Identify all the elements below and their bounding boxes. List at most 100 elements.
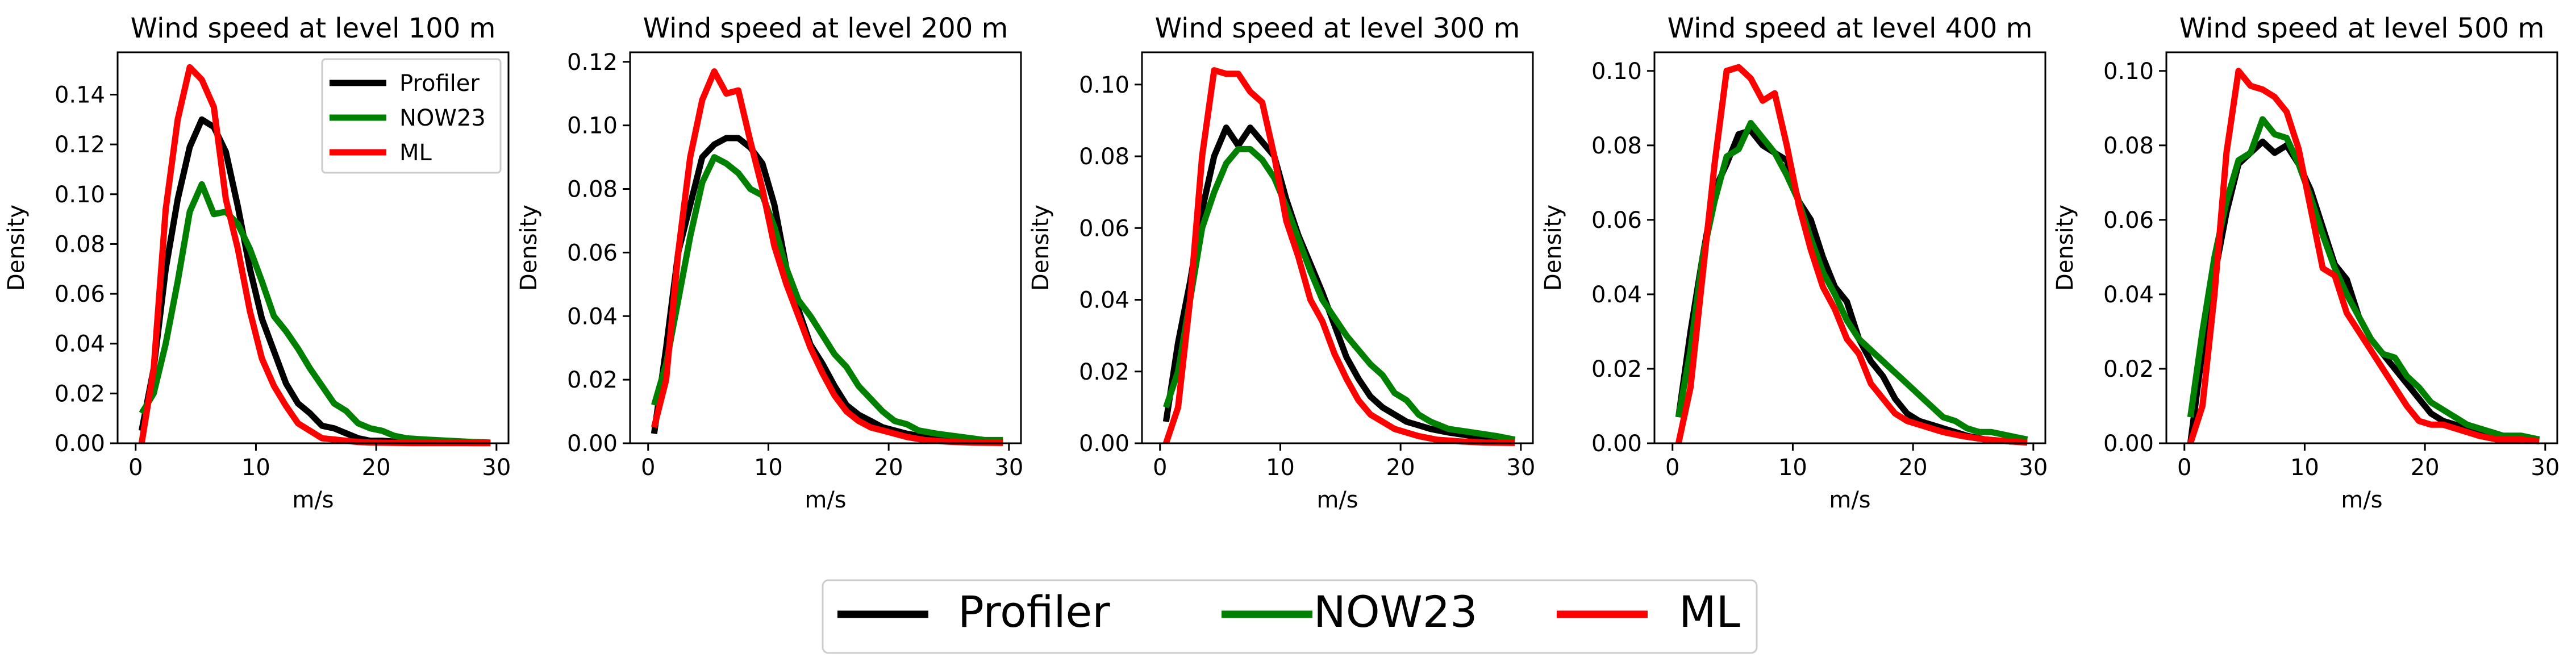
x-tick-label: 20 bbox=[874, 455, 903, 481]
x-tick-label: 20 bbox=[362, 455, 391, 481]
chart-title: Wind speed at level 300 m bbox=[1155, 13, 1520, 44]
y-tick-label: 0.02 bbox=[1591, 356, 1642, 382]
series-line-ml bbox=[1163, 67, 1515, 446]
axes-frame bbox=[629, 51, 1022, 444]
series-line-now23 bbox=[651, 154, 1003, 443]
y-tick-label: 0.10 bbox=[1079, 72, 1129, 98]
x-tick-label: 0 bbox=[2177, 455, 2191, 481]
y-tick-label: 0.00 bbox=[2103, 431, 2154, 457]
x-axis-label: m/s bbox=[292, 487, 334, 513]
y-tick-label: 0.12 bbox=[567, 49, 618, 76]
x-tick-label: 20 bbox=[1899, 455, 1928, 481]
inset-legend: Profiler NOW23 ML bbox=[321, 58, 502, 174]
y-tick-label: 0.06 bbox=[1591, 207, 1642, 234]
x-tick-label: 30 bbox=[2531, 455, 2560, 481]
y-tick-label: 0.08 bbox=[567, 177, 618, 203]
x-tick-label: 30 bbox=[994, 455, 1023, 481]
x-tick-label: 20 bbox=[2411, 455, 2440, 481]
y-tick-label: 0.02 bbox=[2103, 356, 2154, 382]
x-axis-label: m/s bbox=[2341, 487, 2382, 513]
legend-label-profiler: Profiler bbox=[958, 586, 1110, 637]
chart-panel-5: 0 10 20 30 0.00 0.02 0.04 0.06 0.08 0.10 Wind spee… bbox=[2052, 13, 2560, 513]
y-axis-label: Density bbox=[2052, 205, 2078, 291]
chart-title: Wind speed at level 100 m bbox=[131, 13, 496, 44]
y-tick-label: 0.04 bbox=[55, 331, 105, 357]
x-tick-label: 10 bbox=[1266, 455, 1295, 481]
axes-frame bbox=[2165, 51, 2558, 444]
plot-area bbox=[1654, 52, 2045, 443]
y-tick-label: 0.04 bbox=[1591, 282, 1642, 308]
y-tick-label: 0.00 bbox=[55, 431, 105, 457]
y-tick-label: 0.04 bbox=[2103, 282, 2154, 308]
y-tick-label: 0.00 bbox=[1079, 431, 1129, 457]
chart-title: Wind speed at level 200 m bbox=[643, 13, 1008, 44]
x-tick-label: 10 bbox=[241, 455, 270, 481]
y-tick-label: 0.06 bbox=[1079, 215, 1129, 242]
x-tick-label: 0 bbox=[641, 455, 655, 481]
y-tick-label: 0.02 bbox=[567, 367, 618, 393]
bottom-legend: Profiler NOW23 ML bbox=[822, 579, 1758, 654]
chart-title: Wind speed at level 400 m bbox=[1668, 13, 2033, 44]
y-tick-label: 0.02 bbox=[1079, 359, 1129, 385]
x-tick-label: 10 bbox=[754, 455, 783, 481]
series-line-ml bbox=[651, 68, 1003, 446]
y-tick-label: 0.02 bbox=[55, 381, 105, 407]
series-line-ml bbox=[1675, 64, 2028, 446]
series-line-now23 bbox=[2187, 116, 2540, 443]
plot-area bbox=[2166, 52, 2557, 443]
y-tick-label: 0.06 bbox=[2103, 207, 2154, 234]
series-line-now23 bbox=[1675, 120, 2028, 443]
y-tick-label: 0.04 bbox=[1079, 288, 1129, 314]
chart-panel-3: 0 10 20 30 0.00 0.02 0.04 0.06 0.08 0.10 Wind spee… bbox=[1028, 13, 1535, 513]
y-tick-label: 0.08 bbox=[55, 231, 105, 257]
x-tick-label: 0 bbox=[1153, 455, 1167, 481]
chart-panels: 0 10 20 30 0.00 0.02 0.04 0.06 0.08 0.10 0.12 0.14 W… bbox=[3, 13, 2560, 513]
y-axis-label: Density bbox=[516, 205, 542, 291]
x-tick-label: 30 bbox=[2019, 455, 2048, 481]
y-tick-label: 0.14 bbox=[55, 82, 105, 108]
inset-legend-label-profiler: Profiler bbox=[399, 70, 480, 97]
legend-label-now23: NOW23 bbox=[1314, 586, 1478, 637]
inset-legend-frame bbox=[321, 58, 502, 174]
x-tick-label: 0 bbox=[128, 455, 143, 481]
x-tick-label: 30 bbox=[1506, 455, 1535, 481]
y-tick-label: 0.00 bbox=[1591, 431, 1642, 457]
series-line-now23 bbox=[1163, 145, 1516, 443]
x-tick-label: 30 bbox=[482, 455, 511, 481]
axes-frame bbox=[116, 51, 510, 444]
y-tick-label: 0.08 bbox=[2103, 133, 2154, 159]
chart-panel-4: 0 10 20 30 0.00 0.02 0.04 0.06 0.08 0.10 Wind spee… bbox=[1540, 13, 2048, 513]
y-tick-label: 0.06 bbox=[55, 281, 105, 307]
y-tick-label: 0.10 bbox=[567, 113, 618, 139]
x-tick-label: 0 bbox=[1665, 455, 1679, 481]
axes-frame bbox=[1653, 51, 2046, 444]
series-line-now23 bbox=[139, 181, 491, 446]
inset-legend-label-ml: ML bbox=[399, 140, 432, 166]
legend-label-ml: ML bbox=[1679, 586, 1740, 637]
x-tick-label: 10 bbox=[2290, 455, 2319, 481]
axes-frame bbox=[1141, 51, 1534, 444]
y-tick-label: 0.10 bbox=[1591, 59, 1642, 85]
y-tick-label: 0.10 bbox=[2103, 59, 2154, 85]
y-axis-label: Density bbox=[1028, 205, 1054, 291]
y-axis-label: Density bbox=[1540, 205, 1566, 291]
y-axis-label: Density bbox=[3, 205, 30, 291]
chart-panel-1: 0 10 20 30 0.00 0.02 0.04 0.06 0.08 0.10 0.12 0.14 W… bbox=[3, 13, 511, 513]
y-tick-label: 0.04 bbox=[567, 303, 618, 330]
chart-panel-2: 0 10 20 30 0.00 0.02 0.04 0.06 0.08 0.10 0.12 Wind … bbox=[516, 13, 1023, 513]
y-tick-label: 0.08 bbox=[1591, 133, 1642, 159]
x-tick-label: 20 bbox=[1386, 455, 1415, 481]
x-tick-label: 10 bbox=[1778, 455, 1807, 481]
chart-title: Wind speed at level 500 m bbox=[2179, 13, 2545, 44]
series-line-ml bbox=[2187, 68, 2540, 445]
y-tick-label: 0.08 bbox=[1079, 144, 1129, 170]
y-tick-label: 0.10 bbox=[55, 182, 105, 208]
x-axis-label: m/s bbox=[1316, 487, 1358, 513]
inset-legend-label-now23: NOW23 bbox=[399, 105, 486, 131]
x-axis-label: m/s bbox=[805, 487, 846, 513]
y-tick-label: 0.00 bbox=[567, 431, 618, 457]
x-axis-label: m/s bbox=[1829, 487, 1870, 513]
y-tick-label: 0.06 bbox=[567, 240, 618, 266]
y-tick-label: 0.12 bbox=[55, 132, 105, 158]
